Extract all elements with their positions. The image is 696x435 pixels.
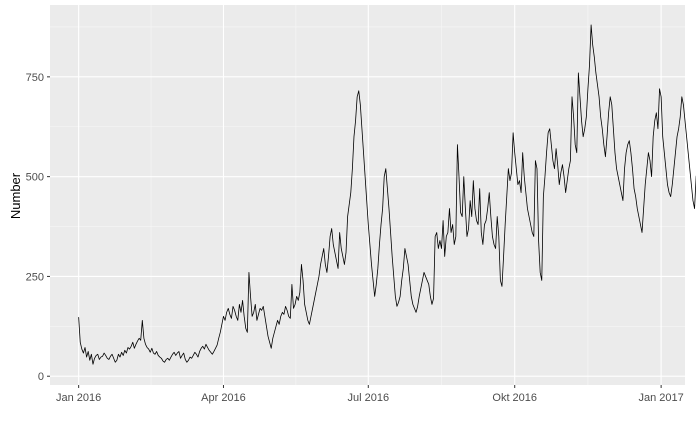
minor-gridlines: [50, 5, 685, 385]
y-tick-label: 500: [26, 172, 44, 184]
x-tick-label: Jan 2017: [638, 392, 683, 404]
x-tick-label: Jul 2016: [347, 392, 389, 404]
x-tick-label: Apr 2016: [201, 392, 246, 404]
y-tick-label: 750: [26, 72, 44, 84]
y-tick-label: 250: [26, 271, 44, 283]
major-gridlines: [50, 5, 685, 385]
x-tick-label: Jan 2016: [56, 392, 101, 404]
y-axis-title: Number: [8, 172, 23, 219]
x-axis: Jan 2016 Apr 2016 Jul 2016 Okt 2016 Jan 2017: [56, 385, 684, 404]
y-tick-label: 0: [38, 371, 44, 383]
series-layer: [78, 24, 696, 365]
x-tick-label: Okt 2016: [492, 392, 537, 404]
y-axis: 0 250 500 750: [26, 72, 50, 383]
plot-panel: [50, 5, 685, 385]
series-line-0: [78, 24, 696, 365]
